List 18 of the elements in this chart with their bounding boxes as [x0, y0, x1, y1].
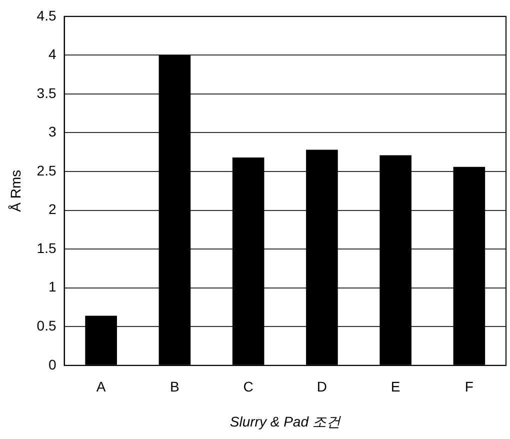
x-tick-label: C: [243, 378, 254, 395]
x-tick-label: A: [96, 378, 106, 395]
x-tick-label: F: [464, 378, 474, 395]
x-tick-label: B: [170, 378, 180, 395]
x-tick-label: D: [316, 378, 328, 395]
x-axis-title: Slurry & Pad 조건: [230, 413, 342, 430]
y-tick-label: 2: [48, 201, 56, 218]
y-tick-label: 0: [48, 356, 56, 372]
y-tick-label: 3: [48, 124, 56, 140]
y-tick-label: 4: [48, 46, 56, 62]
y-tick-label: 1: [48, 278, 56, 295]
y-tick-label: 4.5: [36, 7, 56, 24]
y-tick-label: 3.5: [36, 84, 56, 101]
x-tick-label: E: [390, 378, 400, 395]
y-tick-label: 1.5: [36, 240, 56, 256]
y-axis-title: Å Rms: [7, 170, 24, 212]
y-tick-label: 2.5: [36, 162, 56, 178]
y-tick-label: 0.5: [36, 317, 56, 334]
